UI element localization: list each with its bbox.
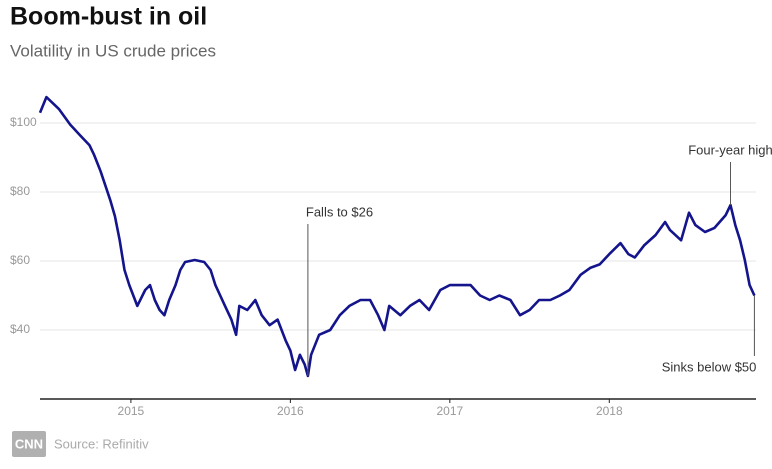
chart-subtitle: Volatility in US crude prices [10,41,216,60]
logo: CNN [15,436,43,451]
x-tick-label: 2017 [436,404,463,418]
chart-title: Boom-bust in oil [10,3,207,31]
x-tick-label: 2015 [118,404,145,418]
x-tick-label: 2018 [596,404,623,418]
price-line [38,95,756,378]
source: Source: Refinitiv [54,436,149,451]
y-tick-label: $40 [10,322,30,336]
annotation: Falls to $26 [306,204,373,219]
y-tick-label: $100 [10,115,37,129]
y-tick-label: $80 [10,184,30,198]
logo-box [12,431,46,457]
annotation: Four-year high [688,142,772,157]
annotation: Sinks below $50 [662,359,757,374]
y-tick-label: $60 [10,253,30,267]
x-tick-label: 2016 [277,404,304,418]
